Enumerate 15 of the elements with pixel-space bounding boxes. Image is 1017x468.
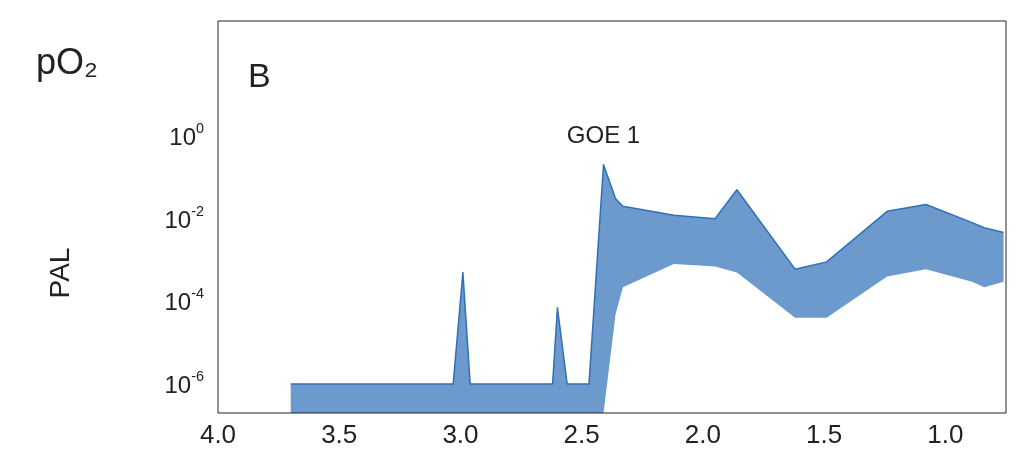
- y-tick-label: 10$^{-4}$: [164, 285, 204, 315]
- y-tick-label: 10$^{-2}$: [164, 202, 204, 233]
- y-tick-label: 10$^{-6}$: [164, 368, 204, 398]
- x-tick-label: 4.0: [199, 419, 237, 449]
- annotation: B: [248, 56, 271, 94]
- x-tick-label: 1.0: [927, 419, 964, 449]
- x-tick-label: 3.0: [442, 419, 479, 449]
- y-axis-title: PAL: [44, 247, 76, 299]
- x-tick-label: 2.0: [684, 419, 721, 449]
- y-tick-label: 10$^{0}$: [169, 119, 204, 150]
- text: pO₂: [36, 41, 98, 82]
- x-tick-label: 3.5: [321, 419, 358, 449]
- annotation: GOE 1: [566, 120, 641, 148]
- x-tick-label: 2.5: [563, 419, 600, 449]
- x-tick-label: 1.5: [806, 419, 843, 449]
